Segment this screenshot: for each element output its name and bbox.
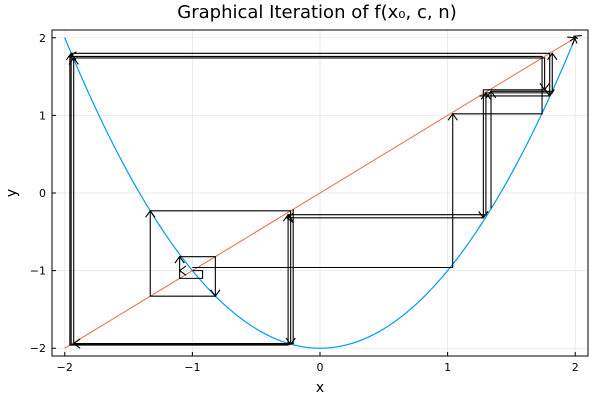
arrow-head [285, 212, 294, 223]
arrow-head [547, 52, 558, 61]
arrow-head [178, 265, 187, 276]
axis-ticks: −2 −1 0 1 2 −2 −1 0 1 2 [30, 32, 579, 374]
arrow-head [478, 211, 489, 219]
x-tick-label: 0 [317, 361, 324, 374]
y-tick-label: −1 [30, 265, 46, 278]
y-tick-label: 0 [39, 187, 46, 200]
cobweb-path [70, 52, 551, 345]
arrow-head [285, 337, 296, 346]
function-curve [64, 37, 576, 349]
x-tick-label: −2 [57, 361, 73, 374]
y-tick-label: −2 [30, 342, 46, 355]
y-tick-label: 2 [39, 32, 46, 45]
iteration-arrows [65, 35, 582, 349]
x-tick-label: 1 [444, 361, 451, 374]
arrow-head [544, 89, 555, 97]
arrow-head [567, 36, 577, 46]
y-axis-label: y [4, 189, 20, 197]
chart-title: Graphical Iteration of f(x₀, c, n) [177, 2, 456, 23]
x-axis-label: x [316, 380, 324, 396]
arrow-head [68, 57, 79, 65]
arrow-head [65, 52, 77, 61]
arrow-head [145, 209, 156, 218]
arrow-head [282, 213, 294, 222]
arrow-head [447, 112, 458, 121]
arrow-head [174, 255, 185, 264]
y-tick-label: 1 [39, 109, 46, 122]
arrow-head [485, 90, 497, 99]
arrow-head [72, 338, 81, 349]
x-tick-label: 2 [572, 361, 579, 374]
arrow-head [210, 289, 221, 298]
cobweb-path [73, 57, 546, 345]
arrow-head [539, 82, 550, 91]
cobweb-path [490, 90, 553, 209]
arrow-head [480, 91, 492, 100]
arrow-head [573, 35, 582, 44]
x-tick-label: −1 [184, 361, 200, 374]
